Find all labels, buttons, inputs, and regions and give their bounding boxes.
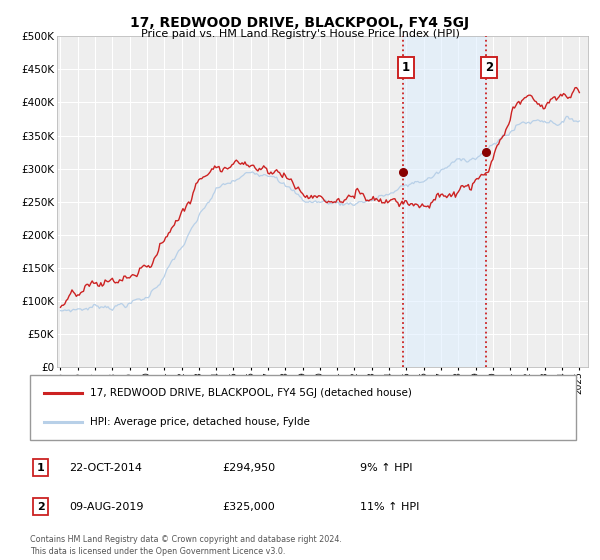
Bar — [403, 36, 486, 367]
FancyBboxPatch shape — [30, 375, 576, 440]
Text: 09-AUG-2019: 09-AUG-2019 — [69, 502, 143, 512]
Text: £325,000: £325,000 — [222, 502, 275, 512]
Text: 1: 1 — [401, 61, 410, 74]
Text: This data is licensed under the Open Government Licence v3.0.: This data is licensed under the Open Gov… — [30, 547, 286, 556]
Text: Price paid vs. HM Land Registry's House Price Index (HPI): Price paid vs. HM Land Registry's House … — [140, 29, 460, 39]
Text: 22-OCT-2014: 22-OCT-2014 — [69, 463, 142, 473]
Text: 1: 1 — [37, 463, 44, 473]
Text: 9% ↑ HPI: 9% ↑ HPI — [360, 463, 413, 473]
Text: £294,950: £294,950 — [222, 463, 275, 473]
Text: 2: 2 — [37, 502, 44, 512]
Text: 17, REDWOOD DRIVE, BLACKPOOL, FY4 5GJ (detached house): 17, REDWOOD DRIVE, BLACKPOOL, FY4 5GJ (d… — [90, 388, 412, 398]
Text: 17, REDWOOD DRIVE, BLACKPOOL, FY4 5GJ: 17, REDWOOD DRIVE, BLACKPOOL, FY4 5GJ — [130, 16, 470, 30]
Text: HPI: Average price, detached house, Fylde: HPI: Average price, detached house, Fyld… — [90, 417, 310, 427]
Text: Contains HM Land Registry data © Crown copyright and database right 2024.: Contains HM Land Registry data © Crown c… — [30, 535, 342, 544]
Text: 2: 2 — [485, 61, 493, 74]
Text: 11% ↑ HPI: 11% ↑ HPI — [360, 502, 419, 512]
